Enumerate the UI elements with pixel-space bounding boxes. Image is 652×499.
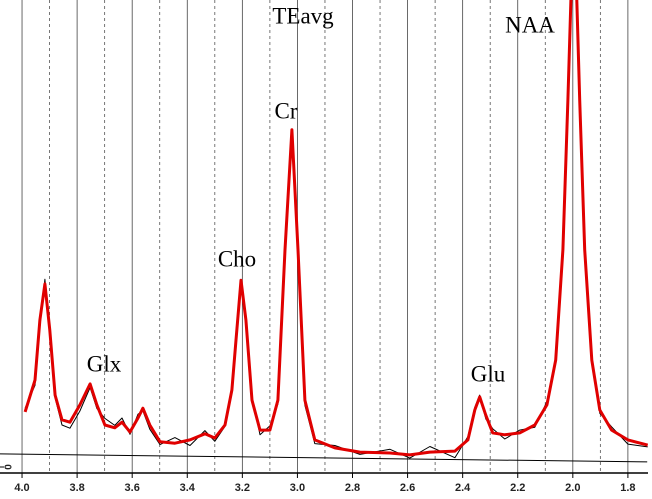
- peak-label: NAA: [505, 12, 555, 37]
- x-tick-label: 3.8: [69, 482, 84, 494]
- y-tick-label: 0: [4, 464, 15, 470]
- peak-label: Cr: [275, 98, 298, 123]
- peak-label: Glx: [87, 351, 122, 376]
- x-tick-label: 2.0: [565, 482, 580, 494]
- x-tick-label: 3.4: [180, 482, 196, 494]
- x-tick-label: 1.8: [620, 482, 635, 494]
- peak-label: Cho: [218, 246, 256, 271]
- x-tick-label: 3.6: [125, 482, 140, 494]
- x-tick-label: 3.0: [290, 482, 305, 494]
- x-tick-label: 4.0: [14, 482, 29, 494]
- x-tick-label: 3.2: [235, 482, 250, 494]
- spectrum-line: [0, 453, 648, 463]
- plot-area: [0, 0, 648, 463]
- x-tick-label: 2.2: [510, 482, 525, 494]
- fit-line: [23, 0, 648, 457]
- x-tick-label: 2.6: [400, 482, 415, 494]
- x-tick-label: 2.8: [345, 482, 360, 494]
- peak-label: Glu: [471, 361, 506, 386]
- labels: 4.0 3.8 3.6 3.4 3.2 3.0 2.8 2.6 2.4 2.2 2.0 1.8 0 TEa…: [4, 3, 636, 494]
- grid: [0, 0, 629, 478]
- peak-label: TEavg: [272, 3, 334, 28]
- x-tick-label: 2.4: [455, 482, 471, 494]
